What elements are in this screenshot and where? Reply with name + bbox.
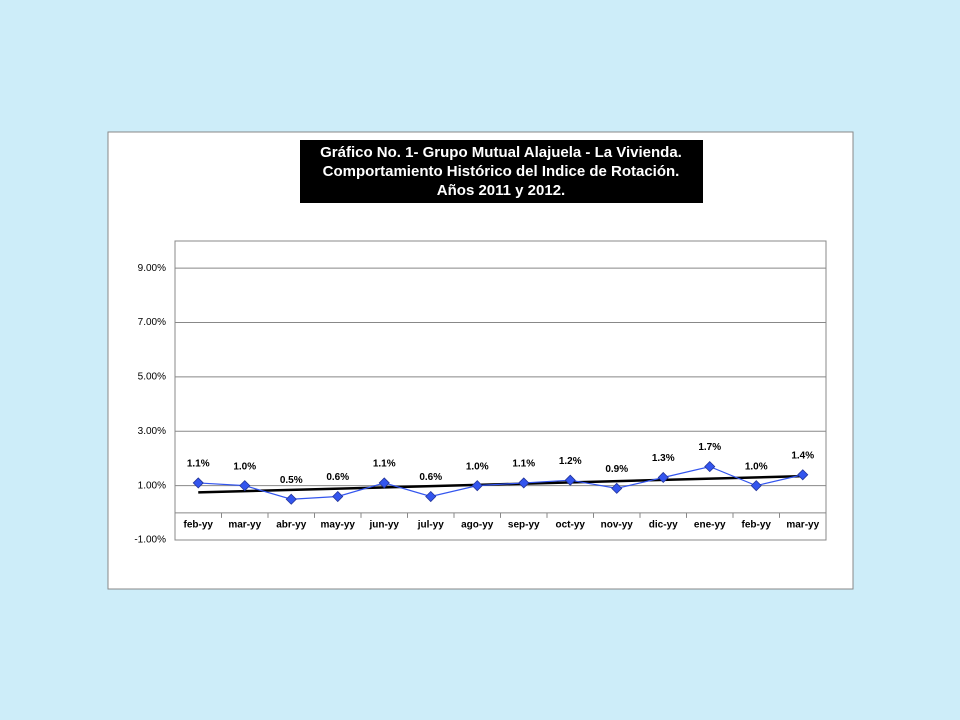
point-marker <box>239 480 251 492</box>
data-label: 1.1% <box>187 459 210 470</box>
x-tick-label: feb-yy <box>742 519 772 530</box>
data-label: 0.6% <box>326 472 349 483</box>
chart-title: Gráfico No. 1- Grupo Mutual Alajuela - L… <box>320 144 682 161</box>
point-marker <box>425 490 437 503</box>
x-tick-label: mar-yy <box>228 519 261 530</box>
x-tick-label: jun-yy <box>369 519 400 530</box>
point-marker <box>704 461 716 473</box>
y-tick-label: 3.00% <box>138 426 166 437</box>
data-label: 1.1% <box>373 459 396 470</box>
x-tick-label: ago-yy <box>461 519 494 530</box>
data-label: 1.2% <box>559 456 582 467</box>
y-tick-label: 9.00% <box>138 263 166 274</box>
x-tick-label: mar-yy <box>786 519 819 530</box>
data-label: 0.9% <box>605 464 628 475</box>
data-label: 1.1% <box>512 459 535 470</box>
x-tick-label: oct-yy <box>556 519 586 530</box>
x-tick-label: dic-yy <box>649 519 678 530</box>
data-label: 0.5% <box>280 475 303 486</box>
data-label: 1.0% <box>466 461 489 472</box>
chart-title: Años 2011 y 2012. <box>437 182 565 199</box>
point-marker <box>285 493 297 505</box>
point-marker <box>564 474 576 486</box>
plot-area <box>174 240 827 541</box>
x-tick-label: jul-yy <box>417 519 445 530</box>
series-line <box>198 465 803 500</box>
y-tick-label: 5.00% <box>138 372 166 383</box>
data-label: 0.6% <box>419 472 442 483</box>
point-marker <box>750 480 762 492</box>
data-label: 1.7% <box>698 442 721 453</box>
data-label: 1.4% <box>791 450 814 461</box>
data-label: 1.3% <box>652 453 675 464</box>
x-tick-label: sep-yy <box>508 519 540 530</box>
point-marker <box>471 480 483 492</box>
data-label: 1.0% <box>745 461 768 472</box>
y-tick-label: -1.00% <box>134 535 166 546</box>
point-marker <box>611 482 623 494</box>
point-marker <box>332 490 344 503</box>
point-marker <box>797 469 809 481</box>
y-tick-label: 7.00% <box>138 317 166 328</box>
x-tick-label: nov-yy <box>601 519 634 530</box>
title-box <box>300 140 703 203</box>
point-marker <box>378 477 390 489</box>
x-tick-label: ene-yy <box>694 519 726 530</box>
chart-title: Comportamiento Histórico del Indice de R… <box>323 163 680 180</box>
point-marker <box>192 477 204 489</box>
data-label: 1.0% <box>233 461 256 472</box>
x-tick-label: feb-yy <box>184 519 214 530</box>
y-tick-label: 1.00% <box>138 480 166 491</box>
point-marker <box>518 477 530 489</box>
x-tick-label: abr-yy <box>276 519 306 530</box>
point-marker <box>657 471 669 484</box>
x-tick-label: may-yy <box>321 519 356 530</box>
